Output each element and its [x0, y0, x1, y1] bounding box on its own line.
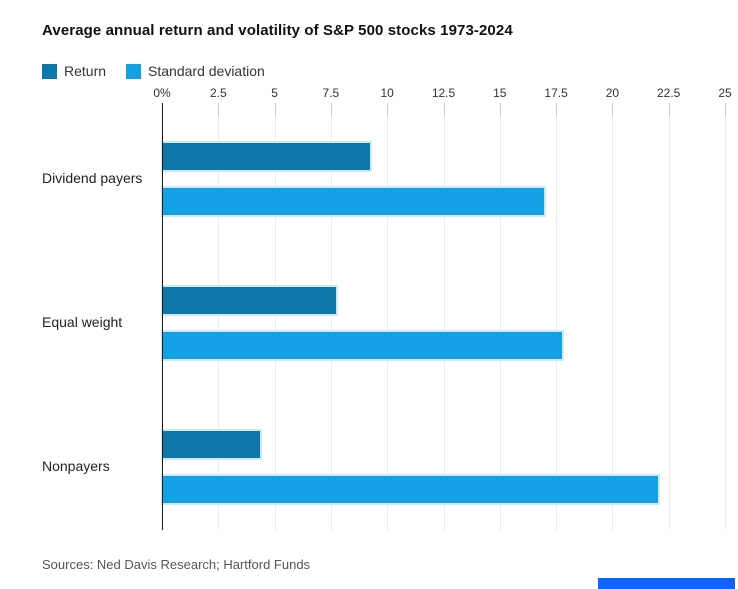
axis-tick-mark [499, 103, 501, 116]
x-axis-tick-label: 17.5 [544, 86, 568, 100]
chart-title: Average annual return and volatility of … [42, 22, 513, 39]
std-dev-bar [163, 476, 658, 503]
y-axis-line [162, 103, 163, 530]
gridline [725, 116, 726, 530]
axis-tick-mark [330, 103, 332, 116]
gridline [274, 116, 276, 530]
legend-item-return: Return [42, 63, 106, 79]
x-axis-tick-label: 12.5 [431, 86, 456, 100]
gridline [668, 116, 670, 530]
axis-tick-mark [274, 103, 276, 116]
x-axis-tick-label: 15 [493, 86, 507, 100]
x-axis-tick-label: 20 [605, 86, 620, 100]
legend-label: Standard deviation [148, 63, 265, 79]
std-dev-bar [163, 332, 562, 359]
axis-tick-mark [387, 103, 389, 116]
gridline [556, 116, 558, 530]
category-label: Dividend payers [42, 170, 143, 186]
gridline [499, 116, 501, 530]
x-axis-tick-label: 22.5 [657, 86, 681, 100]
axis-tick-mark [443, 103, 445, 116]
axis-tick-mark [218, 103, 220, 116]
axis-tick-mark [668, 103, 670, 116]
x-axis-tick-label: 2.5 [209, 86, 227, 100]
gridline [443, 116, 445, 530]
bottom-right-blue-strip [598, 578, 735, 589]
x-axis-tick-label: 10 [380, 86, 394, 100]
legend: Return Standard deviation [42, 63, 265, 79]
gridline [218, 116, 220, 530]
std-dev-bar [163, 188, 544, 215]
x-axis-tick-label: 25 [718, 86, 732, 100]
axis-tick-mark [725, 103, 726, 116]
gridline [330, 116, 332, 530]
x-axis-tick-label: 0% [153, 86, 171, 100]
category-label: Equal weight [42, 314, 123, 330]
axis-tick-mark [556, 103, 558, 116]
x-axis-tick-label: 7.5 [322, 86, 340, 100]
legend-label: Return [64, 63, 107, 79]
return-bar [163, 143, 370, 170]
return-bar [163, 431, 260, 458]
gridline [612, 116, 614, 530]
source-note: Sources: Ned Davis Research; Hartford Fu… [42, 557, 311, 572]
legend-swatch-icon [42, 63, 57, 79]
legend-item-std-dev: Standard deviation [126, 63, 265, 79]
return-bar [163, 287, 336, 314]
legend-swatch-icon [126, 63, 142, 79]
gridline [387, 116, 389, 530]
x-axis-tick-label: 5 [271, 86, 278, 100]
axis-tick-mark [612, 103, 614, 116]
category-label: Nonpayers [42, 458, 110, 474]
